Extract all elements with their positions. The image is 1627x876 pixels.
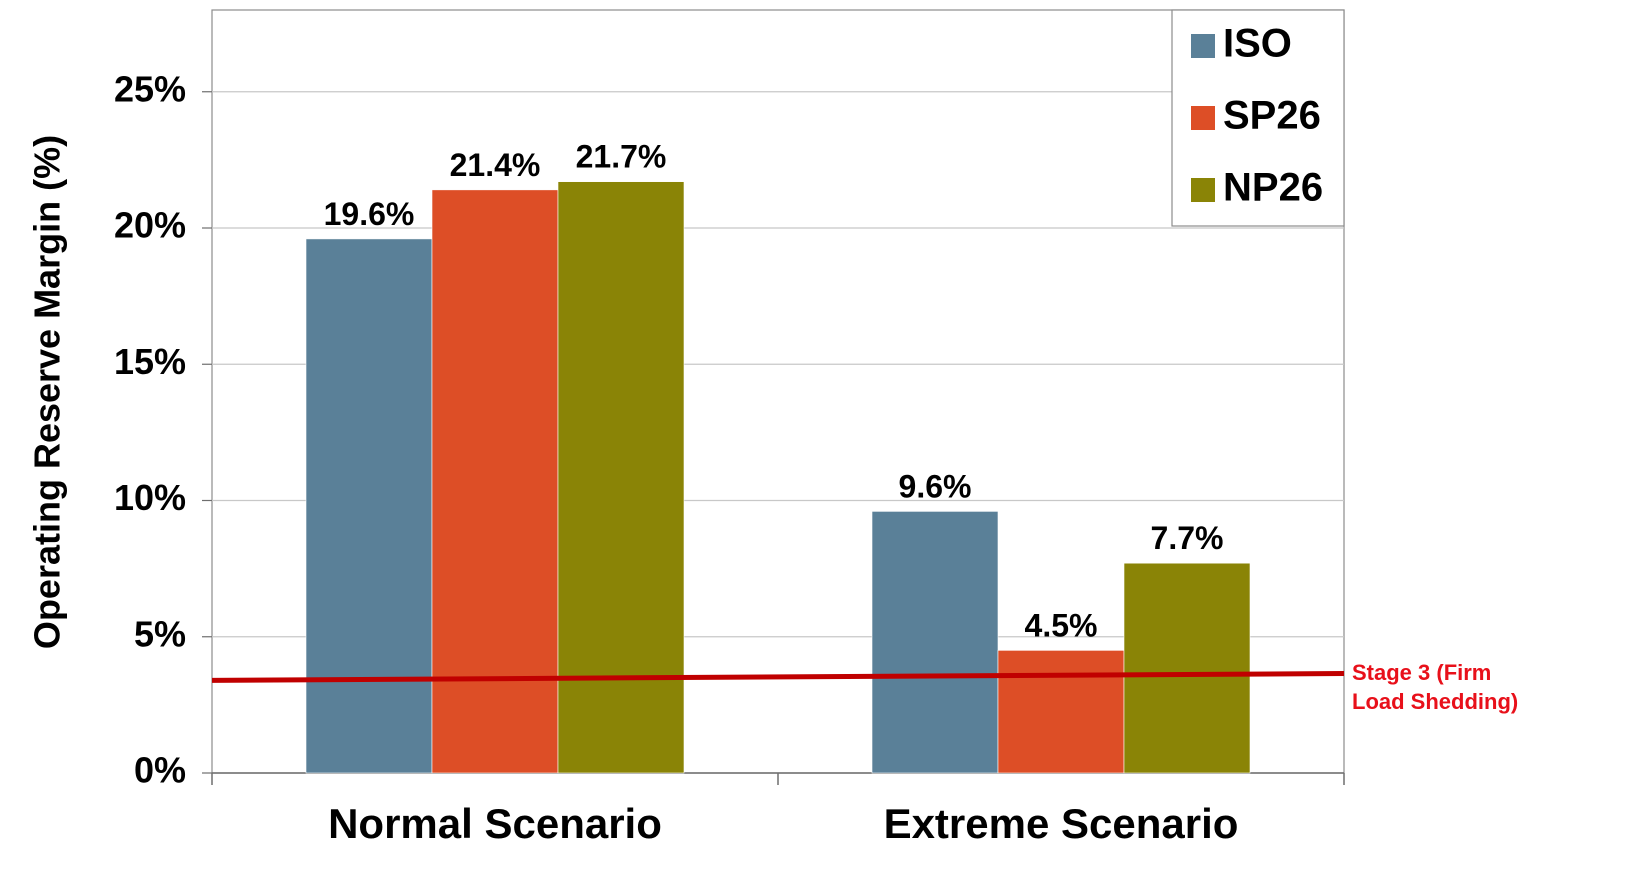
bar-sp26-1 xyxy=(431,189,559,774)
data-label: 19.6% xyxy=(324,196,415,232)
bar-iso-2 xyxy=(871,511,999,774)
bar-np26-1 xyxy=(557,181,685,774)
legend-label: NP26 xyxy=(1223,166,1323,210)
y-tick-label: 15% xyxy=(114,341,186,382)
legend-swatch-iso xyxy=(1191,34,1215,58)
reference-line xyxy=(211,671,1345,683)
data-label: 7.7% xyxy=(1151,520,1224,556)
reference-line-label: Stage 3 (Firm xyxy=(1352,660,1491,685)
data-label: 9.6% xyxy=(899,468,972,504)
bars xyxy=(305,181,1251,774)
y-tick-label: 0% xyxy=(134,750,186,791)
reference-line-group: Stage 3 (Firm Load Shedding) xyxy=(211,660,1518,714)
reference-line-label: Load Shedding) xyxy=(1352,689,1518,714)
y-axis-title: Operating Reserve Margin (%) xyxy=(27,135,68,649)
x-category-label: Normal Scenario xyxy=(328,800,662,847)
data-label: 4.5% xyxy=(1025,607,1098,643)
legend-swatch-sp26 xyxy=(1191,106,1215,130)
data-labels: 19.6% 21.4% 21.7% 9.6% 4.5% 7.7% xyxy=(324,139,1224,644)
y-tick-label: 20% xyxy=(114,205,186,246)
legend-label: ISO xyxy=(1223,22,1292,66)
y-tick-label: 10% xyxy=(114,477,186,518)
bar-sp26-2 xyxy=(997,650,1125,774)
legend-label: SP26 xyxy=(1223,94,1321,138)
bar-np26-2 xyxy=(1123,562,1251,774)
data-label: 21.4% xyxy=(450,147,541,183)
data-label: 21.7% xyxy=(576,139,667,175)
bar-iso-1 xyxy=(305,238,433,774)
legend: ISO SP26 NP26 xyxy=(1171,9,1345,227)
y-tick-label: 5% xyxy=(134,613,186,654)
y-tick-label: 25% xyxy=(114,68,186,109)
x-category-label: Extreme Scenario xyxy=(884,800,1239,847)
legend-swatch-np26 xyxy=(1191,178,1215,202)
